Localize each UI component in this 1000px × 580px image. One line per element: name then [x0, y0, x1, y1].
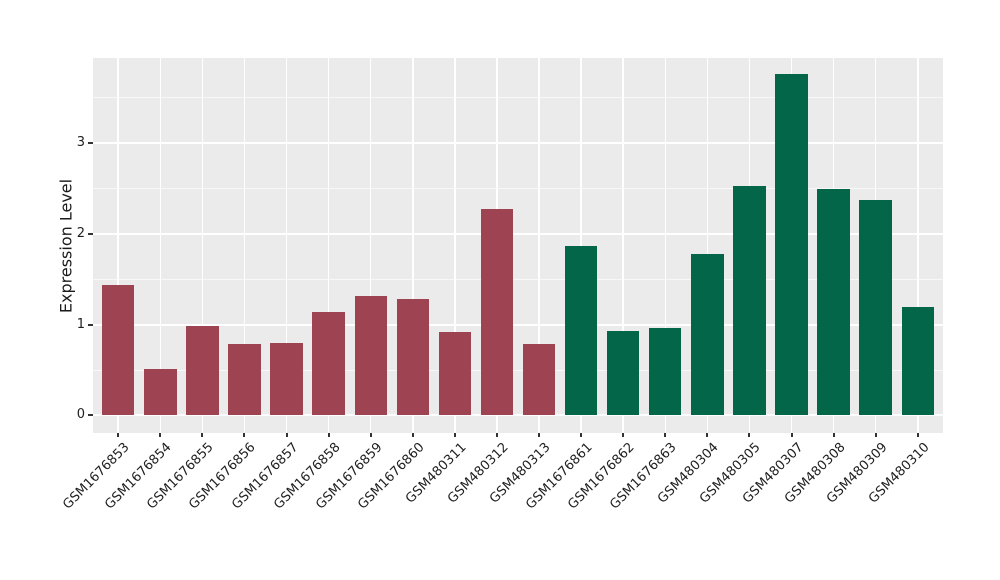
bar [270, 342, 303, 416]
gridline-vertical [664, 58, 667, 433]
x-tick-mark [664, 433, 667, 437]
bar [859, 200, 892, 416]
x-tick-mark [832, 433, 835, 437]
x-tick-mark [495, 433, 498, 437]
x-tick-mark [117, 433, 120, 437]
x-tick-mark [580, 433, 583, 437]
x-tick-mark [285, 433, 288, 437]
bar [733, 185, 766, 416]
bar [396, 299, 429, 416]
gridline-minor [93, 187, 943, 189]
bar [901, 306, 934, 416]
y-axis-title: Expression Level [56, 178, 75, 314]
plot-panel [93, 58, 943, 433]
bar [228, 343, 261, 416]
x-tick-mark [748, 433, 751, 437]
x-tick-mark [369, 433, 372, 437]
x-tick-mark [201, 433, 204, 437]
bar [438, 331, 472, 416]
y-tick-label: 3 [76, 135, 85, 151]
gridline-vertical [580, 58, 582, 433]
gridline-vertical [538, 58, 540, 433]
gridline-major [93, 323, 943, 326]
x-tick-mark [243, 433, 246, 437]
gridline-minor [93, 278, 943, 280]
gridline-major [93, 232, 943, 235]
x-tick-mark [327, 433, 330, 437]
x-tick-mark [159, 433, 162, 437]
gridline-major [93, 142, 943, 145]
gridline-vertical [117, 58, 119, 433]
bar [522, 343, 556, 416]
gridline-vertical [706, 58, 709, 433]
bar [606, 331, 640, 416]
y-tick-label: 0 [76, 407, 85, 423]
gridline-vertical [327, 58, 330, 433]
bar [312, 311, 345, 416]
y-tick-label: 2 [76, 225, 85, 241]
y-tick-mark [88, 323, 93, 326]
x-tick-mark [874, 433, 877, 437]
gridline-vertical [622, 58, 624, 433]
bar [144, 369, 177, 416]
gridline-minor [93, 97, 943, 99]
x-tick-mark [411, 433, 414, 437]
gridline-minor [93, 369, 943, 371]
bar [480, 209, 514, 416]
bar [354, 295, 387, 416]
y-tick-mark [88, 232, 93, 235]
bar [649, 328, 682, 416]
x-tick-mark [916, 433, 919, 437]
y-tick-mark [88, 414, 93, 417]
gridline-major [93, 414, 943, 417]
gridline-vertical [412, 58, 414, 433]
x-tick-mark [538, 433, 541, 437]
x-tick-mark [706, 433, 709, 437]
bar [102, 284, 135, 416]
bar [817, 189, 850, 416]
bar [564, 245, 598, 416]
x-tick-mark [453, 433, 456, 437]
y-tick-label: 1 [76, 316, 85, 332]
bar [691, 253, 724, 416]
bar [186, 326, 219, 416]
x-tick-mark [790, 433, 793, 437]
gridline-vertical [201, 58, 204, 433]
gridline-vertical [159, 58, 162, 433]
bar [775, 74, 808, 416]
gridline-vertical [454, 58, 456, 433]
gridline-vertical [243, 58, 246, 433]
gridline-vertical [917, 58, 919, 433]
y-tick-mark [88, 142, 93, 145]
x-tick-mark [622, 433, 625, 437]
gridline-vertical [369, 58, 372, 433]
gridline-vertical [285, 58, 288, 433]
